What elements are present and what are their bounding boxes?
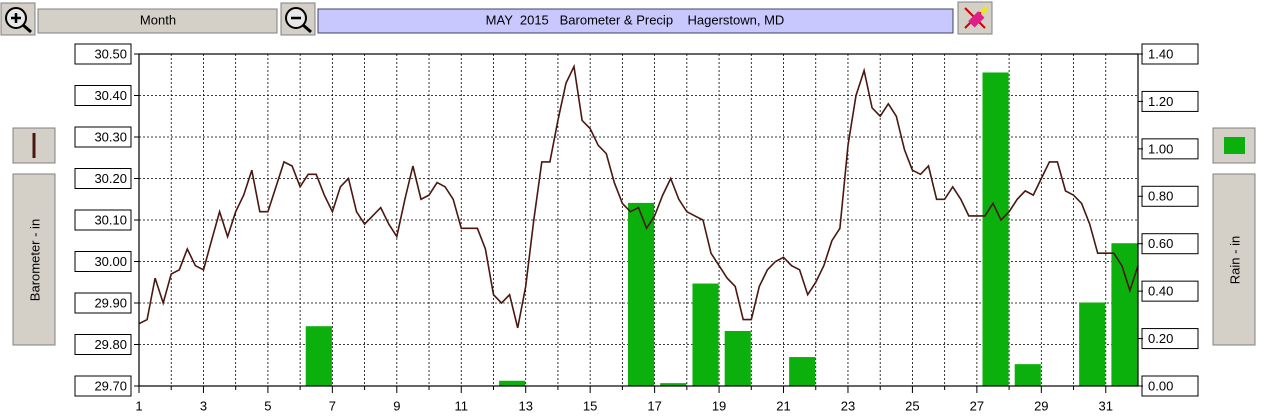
x-tick-label: 1 bbox=[135, 398, 142, 413]
x-tick-label: 23 bbox=[841, 398, 855, 413]
plot: 29.7029.8029.9030.0030.1030.2030.3030.40… bbox=[74, 43, 1199, 413]
bar bbox=[1111, 243, 1138, 387]
x-tick-label: 15 bbox=[583, 398, 597, 413]
period-button[interactable] bbox=[37, 8, 278, 34]
x-tick-label: 21 bbox=[776, 398, 790, 413]
x-tick-label: 13 bbox=[518, 398, 532, 413]
y-tick-label: 29.70 bbox=[94, 378, 127, 393]
bar bbox=[628, 202, 655, 387]
bar bbox=[305, 326, 332, 387]
y2-tick-label: 0.80 bbox=[1148, 189, 1173, 204]
title-bar bbox=[317, 8, 954, 34]
bar bbox=[982, 72, 1009, 387]
y-tick-box bbox=[74, 168, 132, 189]
y2-tick-label: 0.20 bbox=[1148, 331, 1173, 346]
y2-tick-label: 0.40 bbox=[1148, 284, 1173, 299]
line bbox=[138, 63, 1139, 329]
legend-label: Rain - in bbox=[1227, 236, 1242, 284]
y-tick-box bbox=[74, 85, 132, 106]
y-tick-label: 29.90 bbox=[94, 295, 127, 310]
plot-frame bbox=[138, 53, 1139, 387]
bar bbox=[692, 283, 719, 387]
axis-button[interactable] bbox=[1212, 173, 1256, 346]
y-tick-box bbox=[74, 126, 132, 148]
clear-button[interactable] bbox=[957, 1, 993, 35]
x-tick-label: 29 bbox=[1034, 398, 1048, 413]
legend-swatch bbox=[1224, 137, 1245, 154]
y2-tick-label: 1.00 bbox=[1148, 141, 1173, 156]
chart-title: MAY 2015 Barometer & Precip Hagerstown, … bbox=[486, 12, 785, 27]
x-tick-label: 9 bbox=[393, 398, 400, 413]
y-tick-label: 30.40 bbox=[94, 88, 127, 103]
bar bbox=[1014, 364, 1041, 387]
x-tick-label: 25 bbox=[905, 398, 919, 413]
legend-label: Barometer - in bbox=[27, 219, 42, 301]
x-tick-label: 5 bbox=[264, 398, 271, 413]
axis-button[interactable] bbox=[12, 173, 56, 346]
y-tick-box bbox=[74, 43, 132, 65]
y-tick-box bbox=[74, 375, 132, 397]
y-tick-box bbox=[74, 209, 132, 231]
y2-tick-label: 1.20 bbox=[1148, 94, 1173, 109]
y-tick-label: 30.00 bbox=[94, 254, 127, 269]
x-tick-label: 3 bbox=[200, 398, 207, 413]
bar bbox=[499, 380, 526, 387]
x-tick-label: 27 bbox=[970, 398, 984, 413]
y2-tick-label: 1.40 bbox=[1148, 46, 1173, 61]
y-tick-box bbox=[74, 292, 132, 314]
y2-tick-label: 0.60 bbox=[1148, 236, 1173, 251]
zoom-in-button[interactable] bbox=[0, 2, 36, 36]
x-tick-label: 31 bbox=[1099, 398, 1113, 413]
x-tick-label: 17 bbox=[647, 398, 661, 413]
y-tick-label: 29.80 bbox=[94, 337, 127, 352]
period-label: Month bbox=[140, 12, 176, 27]
bar bbox=[724, 330, 751, 387]
x-tick-label: 19 bbox=[712, 398, 726, 413]
y-tick-label: 30.50 bbox=[94, 46, 127, 61]
bar bbox=[1079, 302, 1106, 387]
y-tick-label: 30.30 bbox=[94, 129, 127, 144]
bar bbox=[789, 357, 816, 387]
x-tick-label: 7 bbox=[329, 398, 336, 413]
y2-tick-label: 0.00 bbox=[1148, 378, 1173, 393]
y-tick-label: 30.20 bbox=[94, 171, 127, 186]
y-tick-box bbox=[74, 334, 132, 355]
y-tick-label: 30.10 bbox=[94, 212, 127, 227]
zoom-out-button[interactable] bbox=[280, 2, 316, 36]
y-tick-box bbox=[74, 251, 132, 272]
x-tick-label: 11 bbox=[455, 398, 469, 413]
